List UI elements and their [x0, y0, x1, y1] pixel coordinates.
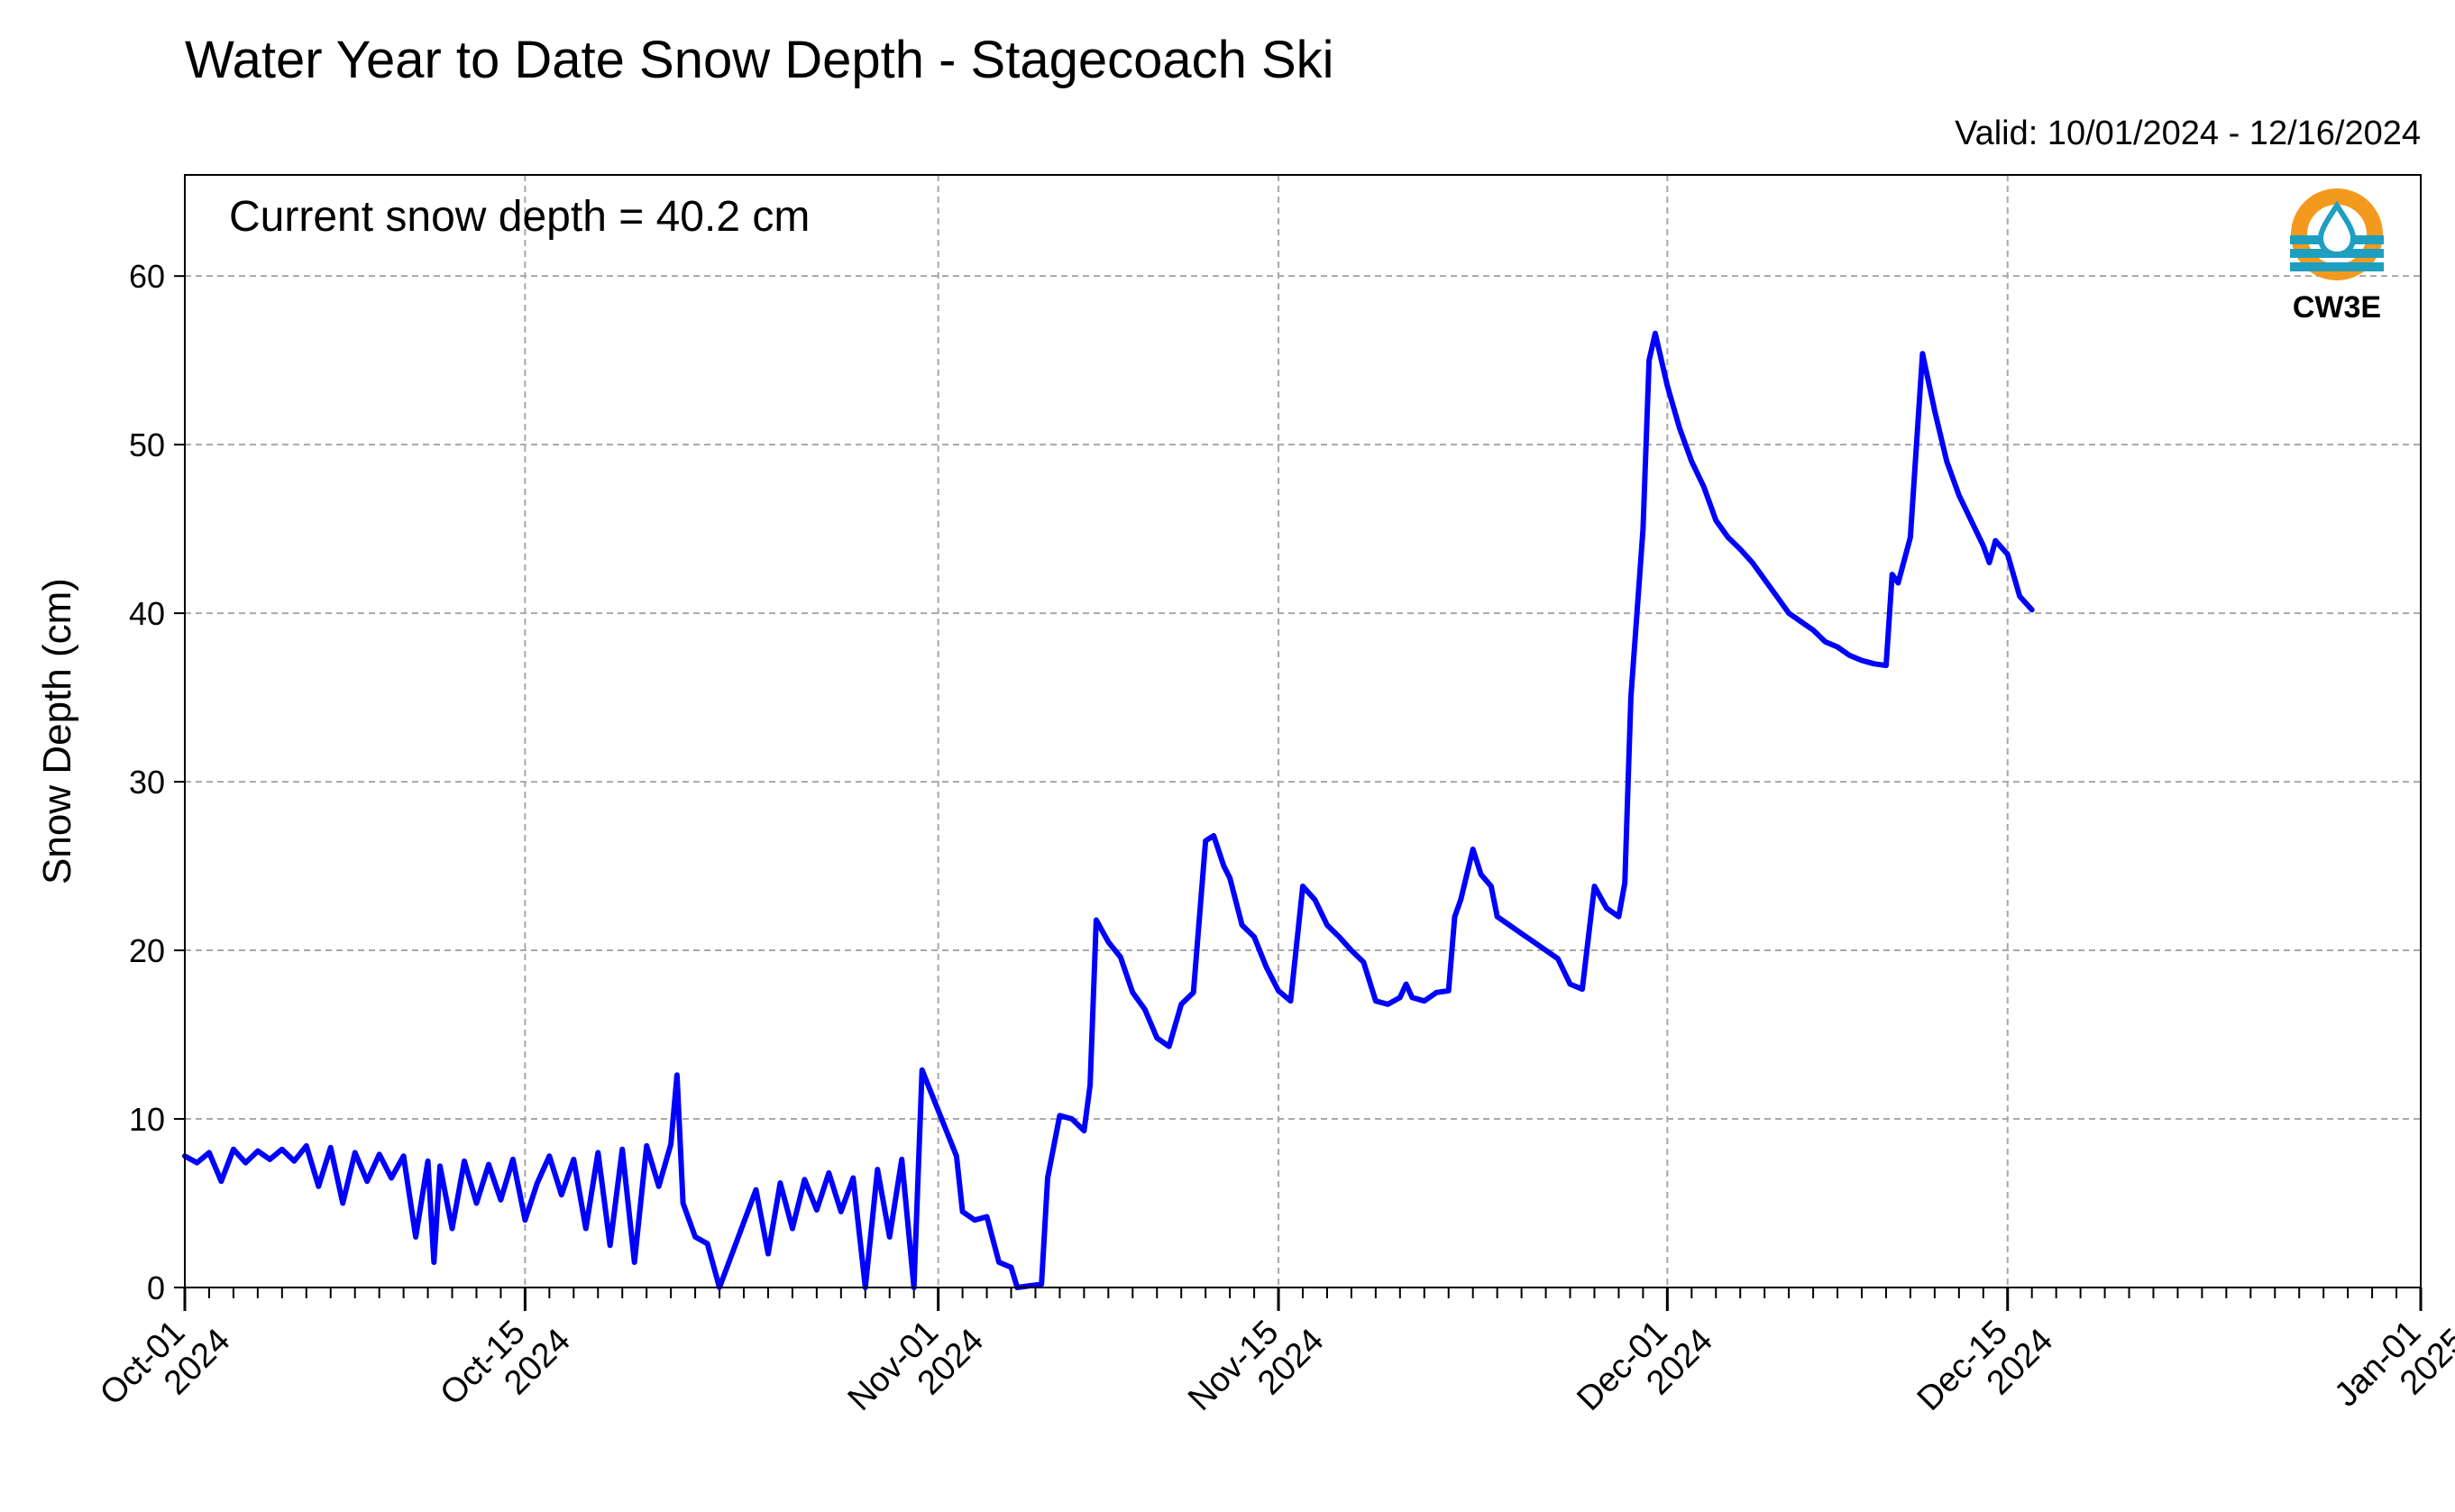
x-axis: Oct-012024 Oct-152024 Nov-012024 Nov-152024…: [93, 1287, 2455, 1445]
cw3e-logo: CW3E: [2290, 188, 2384, 325]
y-tick-label: 30: [129, 764, 165, 801]
x-tick-label: Nov-012024: [841, 1295, 992, 1445]
x-tick-label: Oct-012024: [93, 1295, 238, 1440]
x-tick-label: Dec-152024: [1910, 1295, 2061, 1445]
y-tick-label: 20: [129, 932, 165, 969]
y-tick-label: 60: [129, 258, 165, 295]
x-tick-label: Nov-152024: [1181, 1295, 1332, 1445]
y-tick-label: 50: [129, 426, 165, 463]
plot-frame: [184, 174, 2422, 1288]
y-axis-label: Snow Depth (cm): [35, 578, 79, 884]
current-depth-annotation: Current snow depth = 40.2 cm: [229, 193, 810, 241]
grid-lines: [185, 175, 2421, 1287]
snow-depth-series-line: [182, 330, 2035, 1290]
y-tick-label: 40: [129, 595, 165, 632]
valid-date-range: Valid: 10/01/2024 - 12/16/2024: [1955, 115, 2421, 152]
water-drop-icon: [2317, 200, 2357, 258]
logo-text: CW3E: [2293, 290, 2381, 325]
x-tick-label: Oct-152024: [433, 1295, 578, 1440]
chart-title: Water Year to Date Snow Depth - Stagecoa…: [185, 31, 1334, 89]
series-lines: [182, 330, 2035, 1290]
x-tick-label: Dec-012024: [1570, 1295, 1720, 1445]
logo-wave-band-icon: [2290, 262, 2384, 271]
y-axis: 0 10 20 30 40 50 60: [129, 258, 185, 1306]
y-tick-label: 0: [147, 1269, 165, 1306]
y-tick-label: 10: [129, 1101, 165, 1138]
x-tick-label: Jan-012025: [2327, 1295, 2455, 1441]
logo-ring-icon: [2291, 188, 2383, 280]
